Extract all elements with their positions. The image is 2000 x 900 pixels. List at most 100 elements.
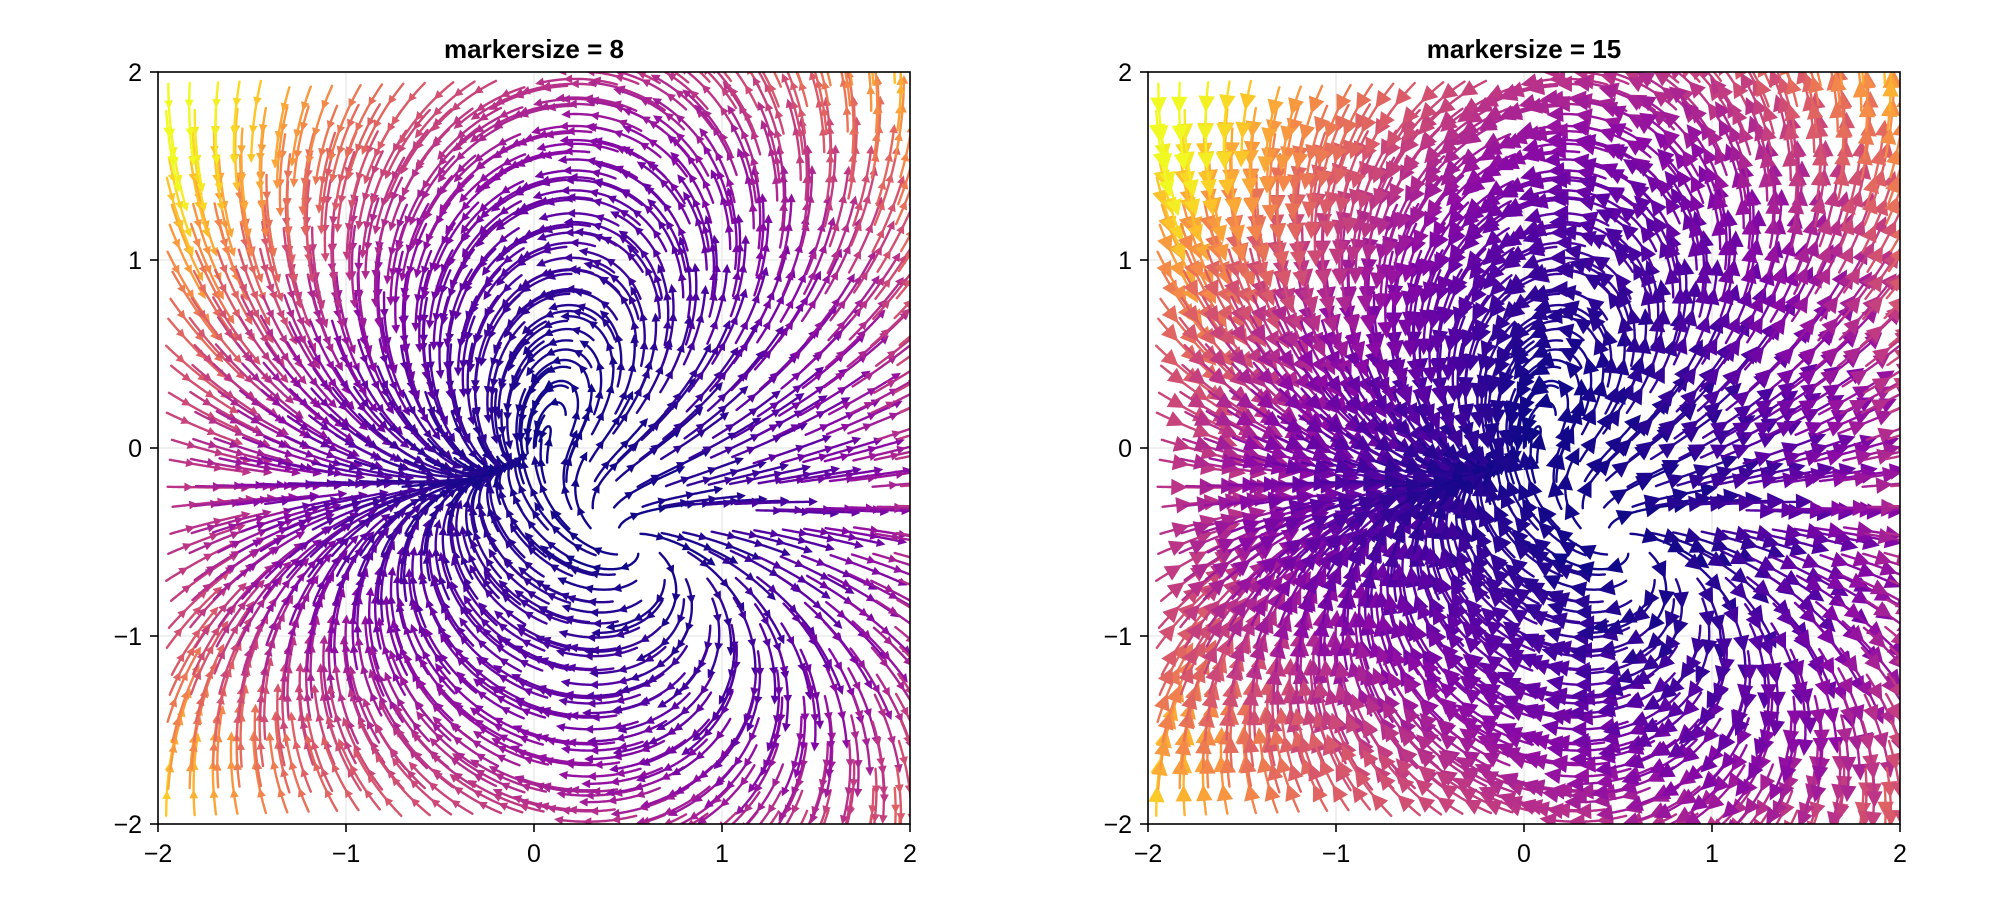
arrow-marker <box>415 603 424 613</box>
streamline <box>1184 584 1236 649</box>
streamline <box>317 131 337 212</box>
arrow-marker <box>659 178 669 189</box>
arrow-marker <box>1209 349 1227 367</box>
arrow-marker <box>903 656 910 667</box>
arrow-marker <box>558 770 568 780</box>
streamline <box>357 639 383 717</box>
arrow-marker <box>848 153 858 163</box>
arrow-marker <box>819 580 830 589</box>
arrow-marker <box>1286 223 1303 241</box>
arrow-marker <box>898 200 908 211</box>
arrow-marker <box>452 700 462 710</box>
streamline <box>896 598 910 609</box>
streamline <box>546 379 580 436</box>
arrow-marker <box>607 833 617 843</box>
arrow-marker <box>194 200 203 211</box>
arrow-marker <box>432 702 442 713</box>
arrow-marker <box>273 537 284 547</box>
arrow-marker <box>555 648 566 657</box>
streamline <box>469 294 500 370</box>
streamline <box>688 418 760 460</box>
arrow-marker <box>666 72 677 82</box>
arrow-marker <box>477 801 488 810</box>
arrow-marker <box>544 379 555 389</box>
arrow-marker <box>912 733 923 744</box>
arrow-marker <box>498 802 509 811</box>
arrow-marker <box>414 293 423 304</box>
arrow-marker <box>627 276 637 287</box>
arrow-marker <box>1195 737 1212 755</box>
arrow-marker <box>397 462 408 471</box>
arrow-marker <box>725 780 736 790</box>
arrow-marker <box>755 250 765 260</box>
streamline <box>330 319 366 394</box>
streamline <box>314 104 339 183</box>
streamline <box>560 626 641 639</box>
arrow-marker <box>272 273 282 284</box>
streamline <box>386 128 429 200</box>
streamline <box>306 434 381 468</box>
arrow-marker <box>825 768 834 779</box>
arrow-marker <box>1167 540 1187 557</box>
arrow-marker <box>503 403 512 413</box>
arrow-marker <box>193 670 202 681</box>
arrow-marker <box>534 501 543 512</box>
arrow-marker <box>566 208 576 218</box>
arrow-marker <box>268 247 278 258</box>
arrow-marker <box>343 522 354 532</box>
arrow-marker <box>478 112 489 121</box>
arrow-marker <box>1237 537 1257 553</box>
streamline <box>729 237 747 318</box>
streamline <box>732 596 757 674</box>
arrow-marker <box>624 148 635 157</box>
arrow-marker <box>640 799 650 809</box>
arrow-marker <box>617 604 628 613</box>
streamline <box>401 270 409 352</box>
streamline <box>698 72 711 83</box>
arrow-marker <box>182 543 192 552</box>
arrow-marker <box>344 222 354 233</box>
streamline <box>497 245 568 285</box>
arrow-marker <box>500 89 511 98</box>
arrow-marker <box>622 107 633 117</box>
arrow-marker <box>255 579 265 589</box>
arrow-marker <box>295 691 305 701</box>
streamline <box>515 388 527 460</box>
arrow-marker <box>693 793 703 803</box>
arrow-marker <box>712 613 722 624</box>
streamline <box>403 458 483 477</box>
arrow-marker <box>544 309 555 318</box>
arrow-marker <box>619 623 630 633</box>
streamline <box>1182 202 1211 280</box>
arrow-marker <box>472 790 483 799</box>
arrow-marker <box>632 209 642 219</box>
arrow-marker <box>368 440 379 449</box>
streamline <box>331 386 390 445</box>
arrow-marker <box>396 727 405 738</box>
arrow-marker <box>1166 411 1185 427</box>
streamline <box>535 189 615 200</box>
arrow-marker <box>478 225 488 235</box>
arrow-marker <box>799 759 808 769</box>
arrow-marker <box>636 72 647 80</box>
arrow-marker <box>688 173 698 184</box>
arrow-marker <box>336 145 346 156</box>
arrow-marker <box>746 446 756 455</box>
arrow-marker <box>885 401 896 410</box>
arrow-marker <box>522 345 532 356</box>
arrow-marker <box>528 385 537 396</box>
arrow-marker <box>202 583 212 593</box>
arrow-marker <box>347 439 358 448</box>
streamline <box>239 221 265 300</box>
streamline <box>241 362 303 418</box>
arrow-marker <box>921 253 933 265</box>
arrow-marker <box>668 283 677 294</box>
arrow-marker <box>177 609 187 619</box>
arrow-marker <box>732 243 741 253</box>
arrow-marker <box>516 628 527 637</box>
arrow-marker <box>505 461 516 471</box>
streamline <box>240 127 247 209</box>
arrow-marker <box>245 247 254 258</box>
streamline <box>867 72 873 112</box>
streamline <box>875 427 910 441</box>
